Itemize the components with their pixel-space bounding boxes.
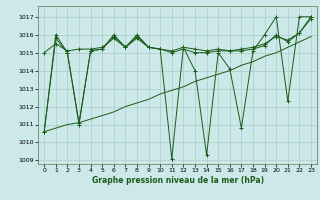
X-axis label: Graphe pression niveau de la mer (hPa): Graphe pression niveau de la mer (hPa) bbox=[92, 176, 264, 185]
